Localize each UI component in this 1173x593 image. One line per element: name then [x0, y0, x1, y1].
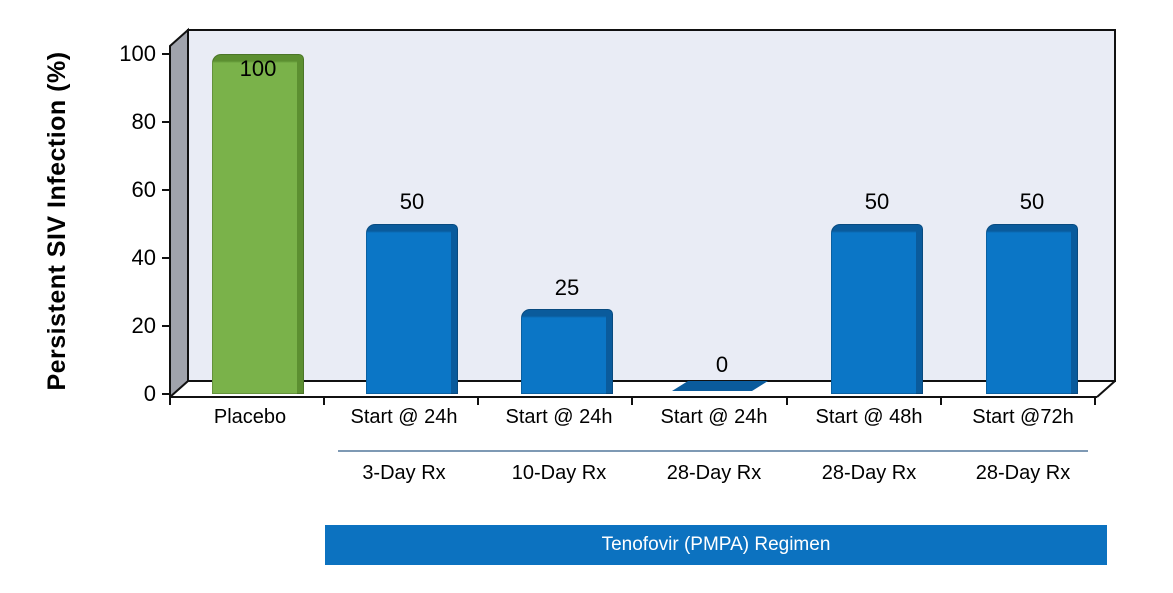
y-tick-label: 60 — [131, 177, 156, 202]
y-tick-label: 0 — [143, 381, 156, 406]
x-sub-label: 10-Day Rx — [511, 462, 607, 484]
x-category-label: Start @ 48h — [815, 406, 923, 428]
y-axis-title: Persistent SIV Infection (%) — [43, 51, 71, 391]
label-separator-line — [338, 450, 1088, 452]
x-category-label: Start @ 24h — [660, 406, 768, 428]
bar-28day-48h — [831, 224, 923, 394]
bar-value-label: 50 — [399, 189, 425, 214]
bar-value-label: 100 — [239, 56, 277, 81]
y-axis-ticks — [162, 53, 170, 395]
bar-28day-72h — [986, 224, 1078, 394]
bar-value-label: 50 — [864, 189, 890, 214]
x-sub-label: 28-Day Rx — [821, 462, 917, 484]
x-sub-label: 3-Day Rx — [362, 462, 446, 484]
x-category-label: Placebo — [213, 406, 287, 428]
y-tick-label: 80 — [131, 109, 156, 134]
bar-3day-24h — [366, 224, 458, 394]
plot-area-side-wall — [169, 27, 189, 400]
plot-area-back-wall — [187, 29, 1116, 382]
bar-28day-24h — [672, 381, 768, 391]
bar-value-label: 0 — [715, 352, 729, 377]
x-axis-ticks — [169, 397, 1096, 405]
floor-edge-diagonal — [1096, 380, 1116, 398]
bar-value-label: 25 — [554, 275, 580, 300]
bar-value-label: 50 — [1019, 189, 1045, 214]
x-sub-label: 28-Day Rx — [666, 462, 762, 484]
regimen-group-banner: Tenofovir (PMPA) Regimen — [325, 525, 1107, 565]
bar-10day-24h — [521, 309, 613, 394]
y-tick-label: 40 — [131, 245, 156, 270]
x-category-label: Start @72h — [972, 406, 1074, 428]
y-tick-label: 20 — [131, 313, 156, 338]
x-sub-label: 28-Day Rx — [975, 462, 1071, 484]
x-category-label: Start @ 24h — [350, 406, 458, 428]
bar-placebo — [212, 54, 304, 394]
y-tick-label: 100 — [119, 41, 156, 66]
x-category-label: Start @ 24h — [505, 406, 613, 428]
